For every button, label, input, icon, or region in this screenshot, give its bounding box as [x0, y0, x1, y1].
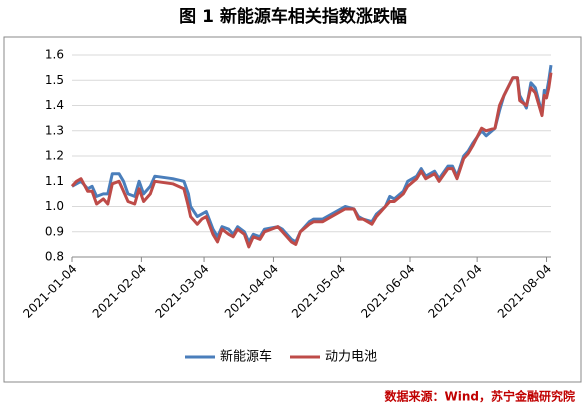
- y-tick-label: 0.8: [45, 250, 64, 264]
- x-tick-label: 2021-04-04: [222, 262, 281, 321]
- x-tick-label: 2021-05-04: [289, 262, 348, 321]
- y-tick-label: 0.9: [45, 224, 64, 238]
- chart-frame: [3, 36, 582, 383]
- y-tick-label: 1.4: [45, 98, 64, 112]
- x-tick-label: 2021-08-04: [495, 262, 554, 321]
- y-tick-label: 1.3: [45, 123, 64, 137]
- x-tick-label: 2021-01-04: [20, 262, 79, 321]
- series-line: [70, 72, 553, 249]
- y-tick-label: 1.6: [45, 48, 64, 62]
- legend-label: 新能源车: [220, 349, 272, 365]
- chart-title: 图 1 新能源车相关指数涨跌幅: [179, 6, 407, 27]
- x-tick-label: 2021-03-04: [152, 262, 211, 321]
- y-tick-label: 1.0: [45, 199, 64, 213]
- source-note: 数据来源：Wind，苏宁金融研究院: [385, 389, 575, 404]
- y-tick-label: 1.2: [45, 149, 64, 163]
- legend-label: 动力电池: [325, 350, 377, 365]
- x-tick-label: 2021-07-04: [426, 262, 485, 321]
- x-tick-label: 2021-02-04: [90, 262, 149, 321]
- y-tick-label: 1.5: [45, 73, 64, 87]
- y-tick-label: 1.1: [45, 174, 64, 188]
- series-line: [71, 64, 553, 244]
- x-tick-label: 2021-06-04: [358, 262, 417, 321]
